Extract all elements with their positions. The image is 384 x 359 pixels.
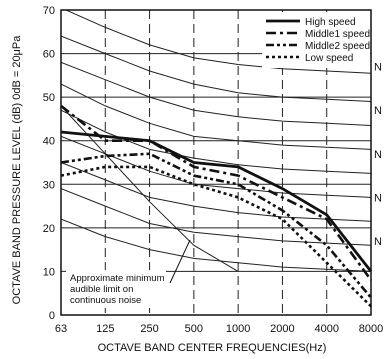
series-line-low-speed [60,165,372,308]
y-tick-label: 50 [43,92,55,104]
annotation-pointer [169,239,191,284]
series-line-middle1-speed [60,104,373,281]
nc-curve [61,162,371,222]
series-line-middle2-speed [60,152,372,299]
x-tick-label: 63 [55,323,67,335]
x-tick-labels: 63 125 250 500 1000 2000 4000 8000 [55,323,383,335]
nc-curve [61,35,371,102]
series-lines [60,104,373,308]
x-tick-label: 125 [96,323,114,335]
y-tick-labels: 0 10 20 30 40 50 60 70 [43,5,55,322]
y-axis-label: OCTAVE BAND PRESSURE LEVEL (dB) 0dB = 20… [11,35,23,305]
nc-curve [61,135,371,198]
nc-curve [61,83,371,150]
x-axis-label: OCTAVE BAND CENTER FREQUENCIES(Hz) [98,342,327,354]
nc-label: N [374,149,382,161]
annotation-text: audible limit on [70,284,133,295]
y-tick-label: 60 [43,49,55,61]
legend-label: High speed [305,17,356,28]
nc-label: N [374,62,382,74]
x-tick-label: 4000 [314,323,338,335]
nc-curve [61,109,371,174]
nc-curve [61,188,371,246]
annotation-text: continuous noise [70,295,141,306]
nc-label: N [374,236,382,248]
x-tick-label: 2000 [270,323,294,335]
nc-curve [64,10,371,74]
nc-labels: N N N N N [374,62,382,248]
legend-label: Low speed [305,53,353,64]
y-tick-label: 20 [43,223,55,235]
legend-label: Middle2 speed [305,41,370,52]
x-tick-label: 8000 [359,323,383,335]
x-tick-label: 500 [185,323,203,335]
nc-label: N [374,105,382,117]
threshold-line [60,105,239,272]
y-tick-label: 70 [43,5,55,17]
x-tick-label: 250 [140,323,158,335]
nc-curve [61,218,371,272]
threshold-curve [60,105,239,272]
nc-label: N [374,192,382,204]
y-tick-label: 30 [43,179,55,191]
legend-label: Middle1 speed [305,29,370,40]
series-line-high-speed [60,130,373,273]
y-tick-label: 10 [43,266,55,278]
plot-frame [60,9,372,316]
annotation-background [66,270,166,308]
nc-curve [61,61,371,126]
x-tick-label: 1000 [226,323,250,335]
y-tick-label: 40 [43,136,55,148]
annotation-text: Approximate minimum [70,273,165,284]
nc-curves [61,10,371,272]
y-tick-label: 0 [49,310,55,322]
